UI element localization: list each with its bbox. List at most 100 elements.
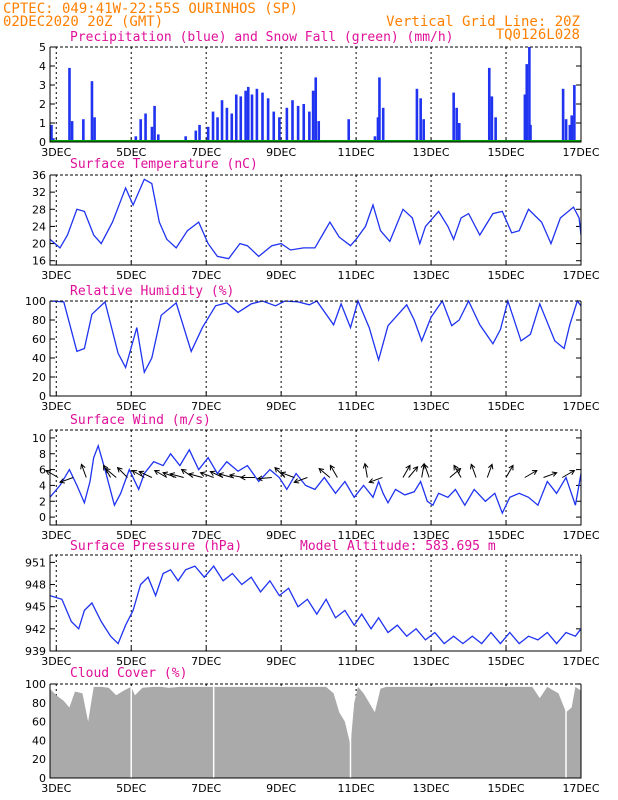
wind-arrow: [453, 465, 462, 478]
precip-bar: [255, 88, 259, 142]
precip-bar: [561, 88, 565, 142]
wind-arrow: [59, 477, 74, 483]
wind-arrow-head: [569, 469, 576, 476]
precip-bar: [211, 111, 215, 142]
wind-arrow: [505, 465, 514, 478]
precip-bar: [291, 100, 294, 142]
plot-frame: [49, 47, 582, 143]
y-tick-label: 0: [39, 772, 46, 785]
x-tick-label: 13DEC: [413, 655, 450, 668]
x-tick-label: 7DEC: [191, 400, 221, 413]
precip-bar: [494, 117, 497, 142]
precip-bar: [216, 117, 219, 142]
x-tick-label: 17DEC: [562, 782, 599, 795]
wind-arrow: [138, 471, 153, 478]
y-tick-label: 8: [39, 448, 46, 461]
precip-bar: [261, 92, 264, 142]
wind-arrow: [170, 473, 184, 478]
precip-bar: [244, 90, 247, 142]
x-tick-label: 9DEC: [266, 400, 296, 413]
precip-bar: [220, 100, 224, 142]
y-tick-label: 945: [25, 601, 46, 614]
wind-arrow: [257, 477, 272, 480]
series-line: [49, 298, 582, 375]
wind-arrow-head: [103, 464, 109, 471]
wind-arrow-head: [453, 464, 459, 471]
x-tick-label: 15DEC: [487, 400, 524, 413]
wind-arrow: [318, 468, 331, 478]
x-tick-label: 3DEC: [41, 269, 71, 282]
precip-bar: [239, 96, 243, 142]
x-tick-label: 11DEC: [338, 146, 375, 159]
y-tick-label: 80: [32, 314, 46, 327]
wind-arrow-head: [80, 463, 86, 470]
precip-bar: [184, 136, 187, 142]
precip-bar: [490, 96, 494, 142]
wind-arrow: [562, 470, 575, 478]
precip-bar: [285, 107, 289, 142]
y-tick-label: 80: [32, 697, 46, 710]
x-tick-label: 11DEC: [338, 655, 375, 668]
y-tick-label: 20: [32, 238, 46, 251]
wind-arrow-head: [293, 478, 300, 484]
date-header: 02DEC2020 20Z (GMT): [3, 14, 163, 30]
wind-arrow: [200, 472, 214, 478]
wind-arrow: [543, 472, 557, 478]
panel-title: Cloud Cover (%): [70, 666, 187, 681]
y-tick-label: 948: [25, 579, 46, 592]
wind-arrow-head: [131, 469, 138, 476]
x-tick-label: 15DEC: [487, 146, 524, 159]
y-tick-label: 60: [32, 333, 46, 346]
x-tick-label: 11DEC: [338, 529, 375, 542]
wind-arrow-head: [362, 462, 369, 469]
x-tick-label: 13DEC: [413, 400, 450, 413]
precip-bar: [523, 94, 527, 142]
x-tick-label: 7DEC: [191, 269, 221, 282]
x-tick-label: 13DEC: [413, 146, 450, 159]
precip-bar: [134, 136, 138, 142]
precip-bar: [302, 104, 306, 142]
wind-arrow-head: [104, 467, 111, 474]
precip-bar: [373, 136, 377, 142]
x-tick-label: 5DEC: [116, 146, 146, 159]
precip-bar: [573, 85, 576, 142]
x-tick-label: 17DEC: [562, 529, 599, 542]
precip-bar: [525, 64, 529, 142]
x-tick-label: 15DEC: [487, 655, 524, 668]
wind-arrow-head: [162, 471, 169, 477]
x-tick-label: 13DEC: [413, 529, 450, 542]
wind-arrow-head: [280, 471, 287, 477]
wind-arrow: [105, 468, 117, 478]
y-tick-label: 1: [39, 117, 46, 130]
panel-5: Surface Pressure (hPa) Model Altitude: 58…: [25, 539, 600, 668]
wind-arrow-head: [508, 464, 514, 471]
wind-arrow-head: [368, 478, 375, 484]
x-tick-label: 11DEC: [338, 782, 375, 795]
x-tick-label: 9DEC: [266, 529, 296, 542]
wind-arrow: [402, 465, 411, 478]
precip-bar: [381, 107, 385, 142]
precip-bar: [570, 115, 574, 142]
precip-bar: [70, 121, 74, 142]
wind-arrow-head: [116, 466, 123, 473]
panel-title: Relative Humidity (%): [70, 284, 234, 299]
precip-bar: [90, 81, 94, 142]
precip-bar: [230, 113, 234, 142]
x-tick-label: 9DEC: [266, 655, 296, 668]
wind-arrow: [218, 473, 233, 478]
precip-bar: [296, 105, 300, 142]
x-tick-label: 5DEC: [116, 529, 146, 542]
precip-bar: [194, 130, 198, 142]
x-tick-label: 11DEC: [338, 400, 375, 413]
x-tick-label: 7DEC: [191, 655, 221, 668]
x-tick-label: 3DEC: [41, 146, 71, 159]
y-tick-label: 40: [32, 734, 46, 747]
y-tick-label: 28: [32, 203, 46, 216]
plot-frame: [49, 430, 582, 526]
plot-frame: [49, 684, 582, 779]
wind-arrow-head: [153, 469, 160, 476]
y-tick-label: 24: [32, 220, 46, 233]
x-tick-label: 3DEC: [41, 782, 71, 795]
panel-title: Surface Wind (m/s): [70, 413, 211, 428]
